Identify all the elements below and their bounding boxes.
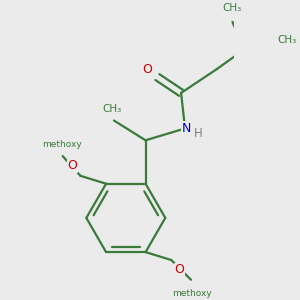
Text: methoxy: methoxy xyxy=(172,289,212,298)
Text: CH₃: CH₃ xyxy=(223,3,242,13)
Text: CH₃: CH₃ xyxy=(277,34,296,45)
Text: N: N xyxy=(181,122,191,135)
Text: O: O xyxy=(142,63,152,76)
Text: CH₃: CH₃ xyxy=(102,104,122,114)
Text: O: O xyxy=(174,263,184,276)
Text: H: H xyxy=(194,127,202,140)
Text: O: O xyxy=(68,159,77,172)
Text: methoxy: methoxy xyxy=(42,140,82,149)
